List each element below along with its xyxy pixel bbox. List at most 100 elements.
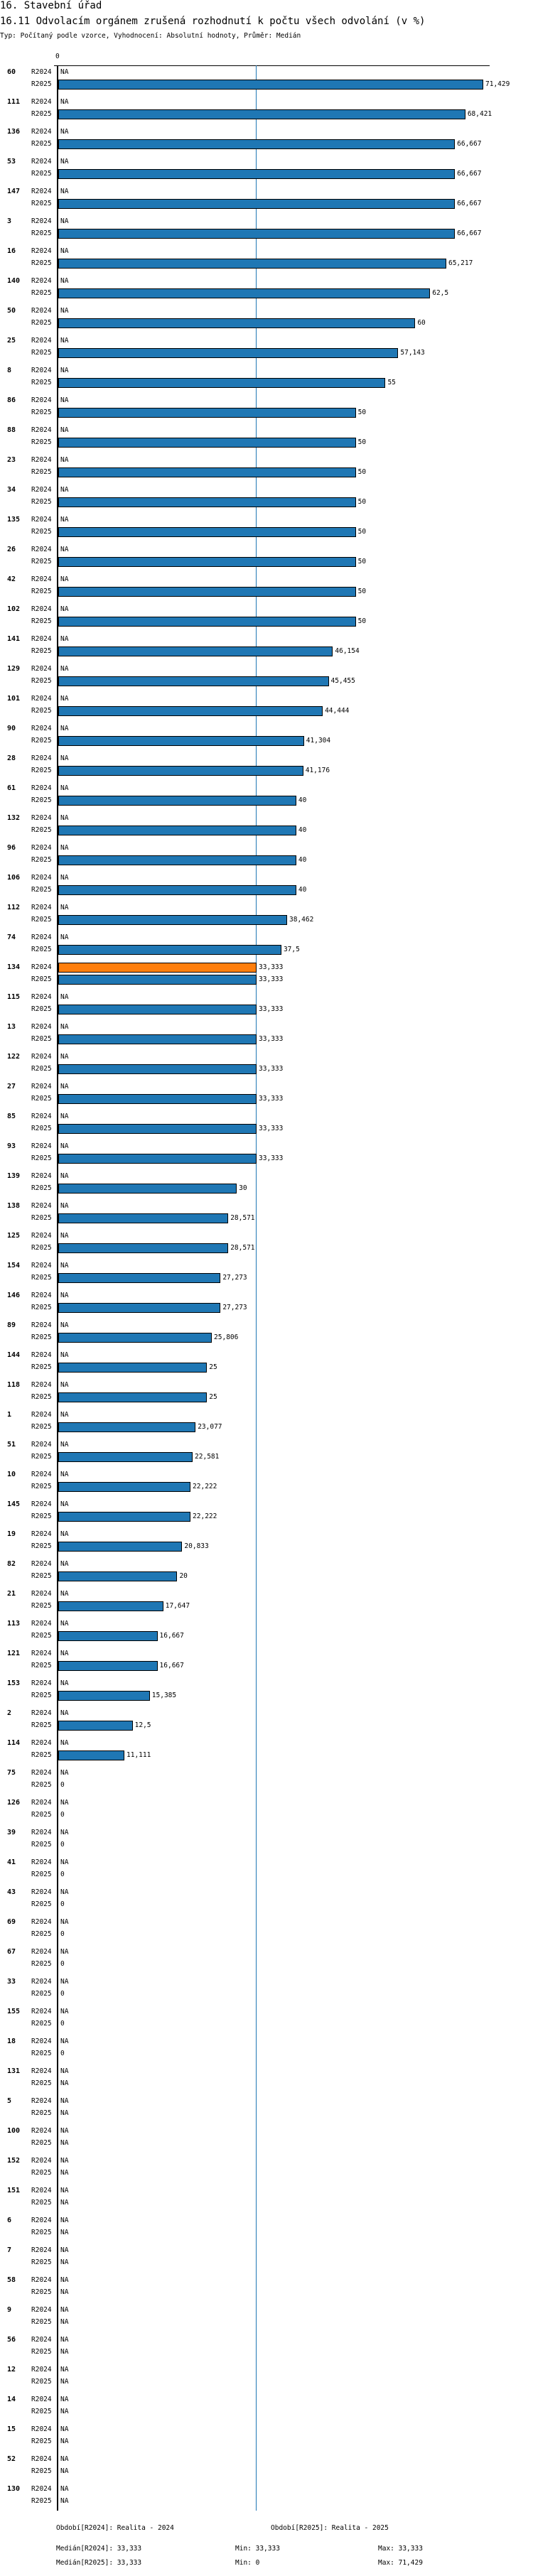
value-label: NA	[60, 1530, 69, 1538]
value-label: NA	[60, 1739, 69, 1747]
series-label: R2024	[31, 1888, 52, 1896]
value-label: NA	[60, 2229, 69, 2236]
series-label: R2025	[31, 1125, 52, 1132]
series-label: R2024	[31, 1411, 52, 1419]
bar-group: 101 R2024 NA R2025 44,444	[0, 693, 533, 723]
group-label: 118	[7, 1381, 21, 1389]
value-label: NA	[60, 247, 69, 255]
group-label: 89	[7, 1321, 16, 1329]
series-label: R2024	[31, 1709, 52, 1717]
value-label: NA	[60, 98, 69, 106]
series-label: R2025	[31, 1512, 52, 1520]
bar-r2025	[58, 1482, 191, 1492]
value-label: NA	[60, 1500, 69, 1508]
bar-group: 106 R2024 NA R2025 40	[0, 872, 533, 902]
bar-group: 3 R2024 NA R2025 66,667	[0, 216, 533, 246]
bar-r2025	[58, 169, 456, 179]
series-label: R2024	[31, 247, 52, 255]
bar-r2025	[58, 139, 456, 149]
group-label: 96	[7, 844, 16, 852]
value-label: NA	[60, 1351, 69, 1359]
value-label: 66,667	[457, 170, 482, 178]
value-label: 33,333	[259, 1005, 284, 1013]
bar-r2025	[58, 1661, 158, 1671]
value-label: 46,154	[335, 647, 360, 655]
group-label: 145	[7, 1500, 21, 1508]
value-label: NA	[60, 2067, 69, 2075]
series-label: R2025	[31, 975, 52, 983]
series-label: R2025	[31, 677, 52, 685]
value-label: NA	[60, 2127, 69, 2135]
bar-r2025	[58, 259, 446, 269]
bar-r2025	[58, 587, 356, 597]
value-label: 37,5	[283, 946, 300, 953]
group-label: 114	[7, 1739, 21, 1747]
bar-r2025	[58, 1154, 257, 1164]
value-label: 40	[298, 796, 307, 804]
series-label: R2025	[31, 916, 52, 924]
group-label: 135	[7, 516, 21, 524]
value-label: 33,333	[259, 1035, 284, 1043]
value-label: 68,421	[467, 110, 492, 118]
series-label: R2025	[31, 2169, 52, 2177]
series-label: R2024	[31, 396, 52, 404]
value-label: 50	[357, 588, 367, 595]
group-label: 153	[7, 1679, 21, 1687]
group-label: 74	[7, 933, 16, 941]
value-label: NA	[60, 1232, 69, 1240]
series-label: R2024	[31, 2037, 52, 2045]
value-label: 38,462	[289, 916, 314, 924]
series-label: R2024	[31, 2396, 52, 2403]
bar-group: 113 R2024 NA R2025 16,667	[0, 1618, 533, 1648]
value-label: 33,333	[259, 1154, 284, 1162]
series-label: R2024	[31, 456, 52, 464]
bar-group: 86 R2024 NA R2025 50	[0, 395, 533, 425]
series-label: R2025	[31, 2378, 52, 2386]
series-label: R2024	[31, 1769, 52, 1777]
bar-r2025	[58, 1422, 196, 1432]
series-label: R2025	[31, 289, 52, 297]
series-label: R2024	[31, 1530, 52, 1538]
group-label: 121	[7, 1650, 21, 1657]
series-label: R2024	[31, 1471, 52, 1478]
value-label: NA	[60, 188, 69, 195]
group-label: 61	[7, 784, 16, 792]
value-label: 17,647	[165, 1602, 190, 1610]
value-label: NA	[60, 2378, 69, 2386]
bar-r2025	[58, 318, 416, 328]
bar-group: 53 R2024 NA R2025 66,667	[0, 156, 533, 186]
series-label: R2025	[31, 140, 52, 148]
value-label: NA	[60, 1113, 69, 1120]
bar-group: 42 R2024 NA R2025 50	[0, 574, 533, 604]
bar-r2025	[58, 438, 356, 448]
bar-r2025	[58, 288, 431, 298]
group-label: 13	[7, 1023, 16, 1031]
value-label: NA	[60, 784, 69, 792]
value-label: NA	[60, 2485, 69, 2493]
series-label: R2025	[31, 2497, 52, 2505]
series-label: R2025	[31, 80, 52, 88]
value-label: 40	[298, 826, 307, 834]
bar-r2025	[58, 1601, 163, 1611]
bar-r2025	[58, 617, 356, 627]
value-label: NA	[60, 1023, 69, 1031]
value-label: 15,385	[151, 1692, 177, 1699]
series-label: R2025	[31, 1990, 52, 1998]
group-label: 27	[7, 1083, 16, 1091]
bar-group: 1 R2024 NA R2025 23,077	[0, 1409, 533, 1439]
value-label: 57,143	[400, 349, 425, 357]
value-label: NA	[60, 2008, 69, 2015]
series-label: R2025	[31, 438, 52, 446]
value-label: 22,222	[193, 1512, 217, 1520]
series-label: R2025	[31, 856, 52, 864]
series-label: R2025	[31, 2437, 52, 2445]
bar-r2025	[58, 229, 456, 239]
value-label: 27,273	[222, 1304, 247, 1311]
series-label: R2024	[31, 307, 52, 315]
bar-group: 131 R2024 NA R2025 NA	[0, 2066, 533, 2096]
group-label: 112	[7, 904, 21, 911]
bar-r2025	[58, 1631, 158, 1641]
bar-r2025	[58, 1571, 178, 1581]
series-label: R2024	[31, 2127, 52, 2135]
series-label: R2024	[31, 2187, 52, 2195]
